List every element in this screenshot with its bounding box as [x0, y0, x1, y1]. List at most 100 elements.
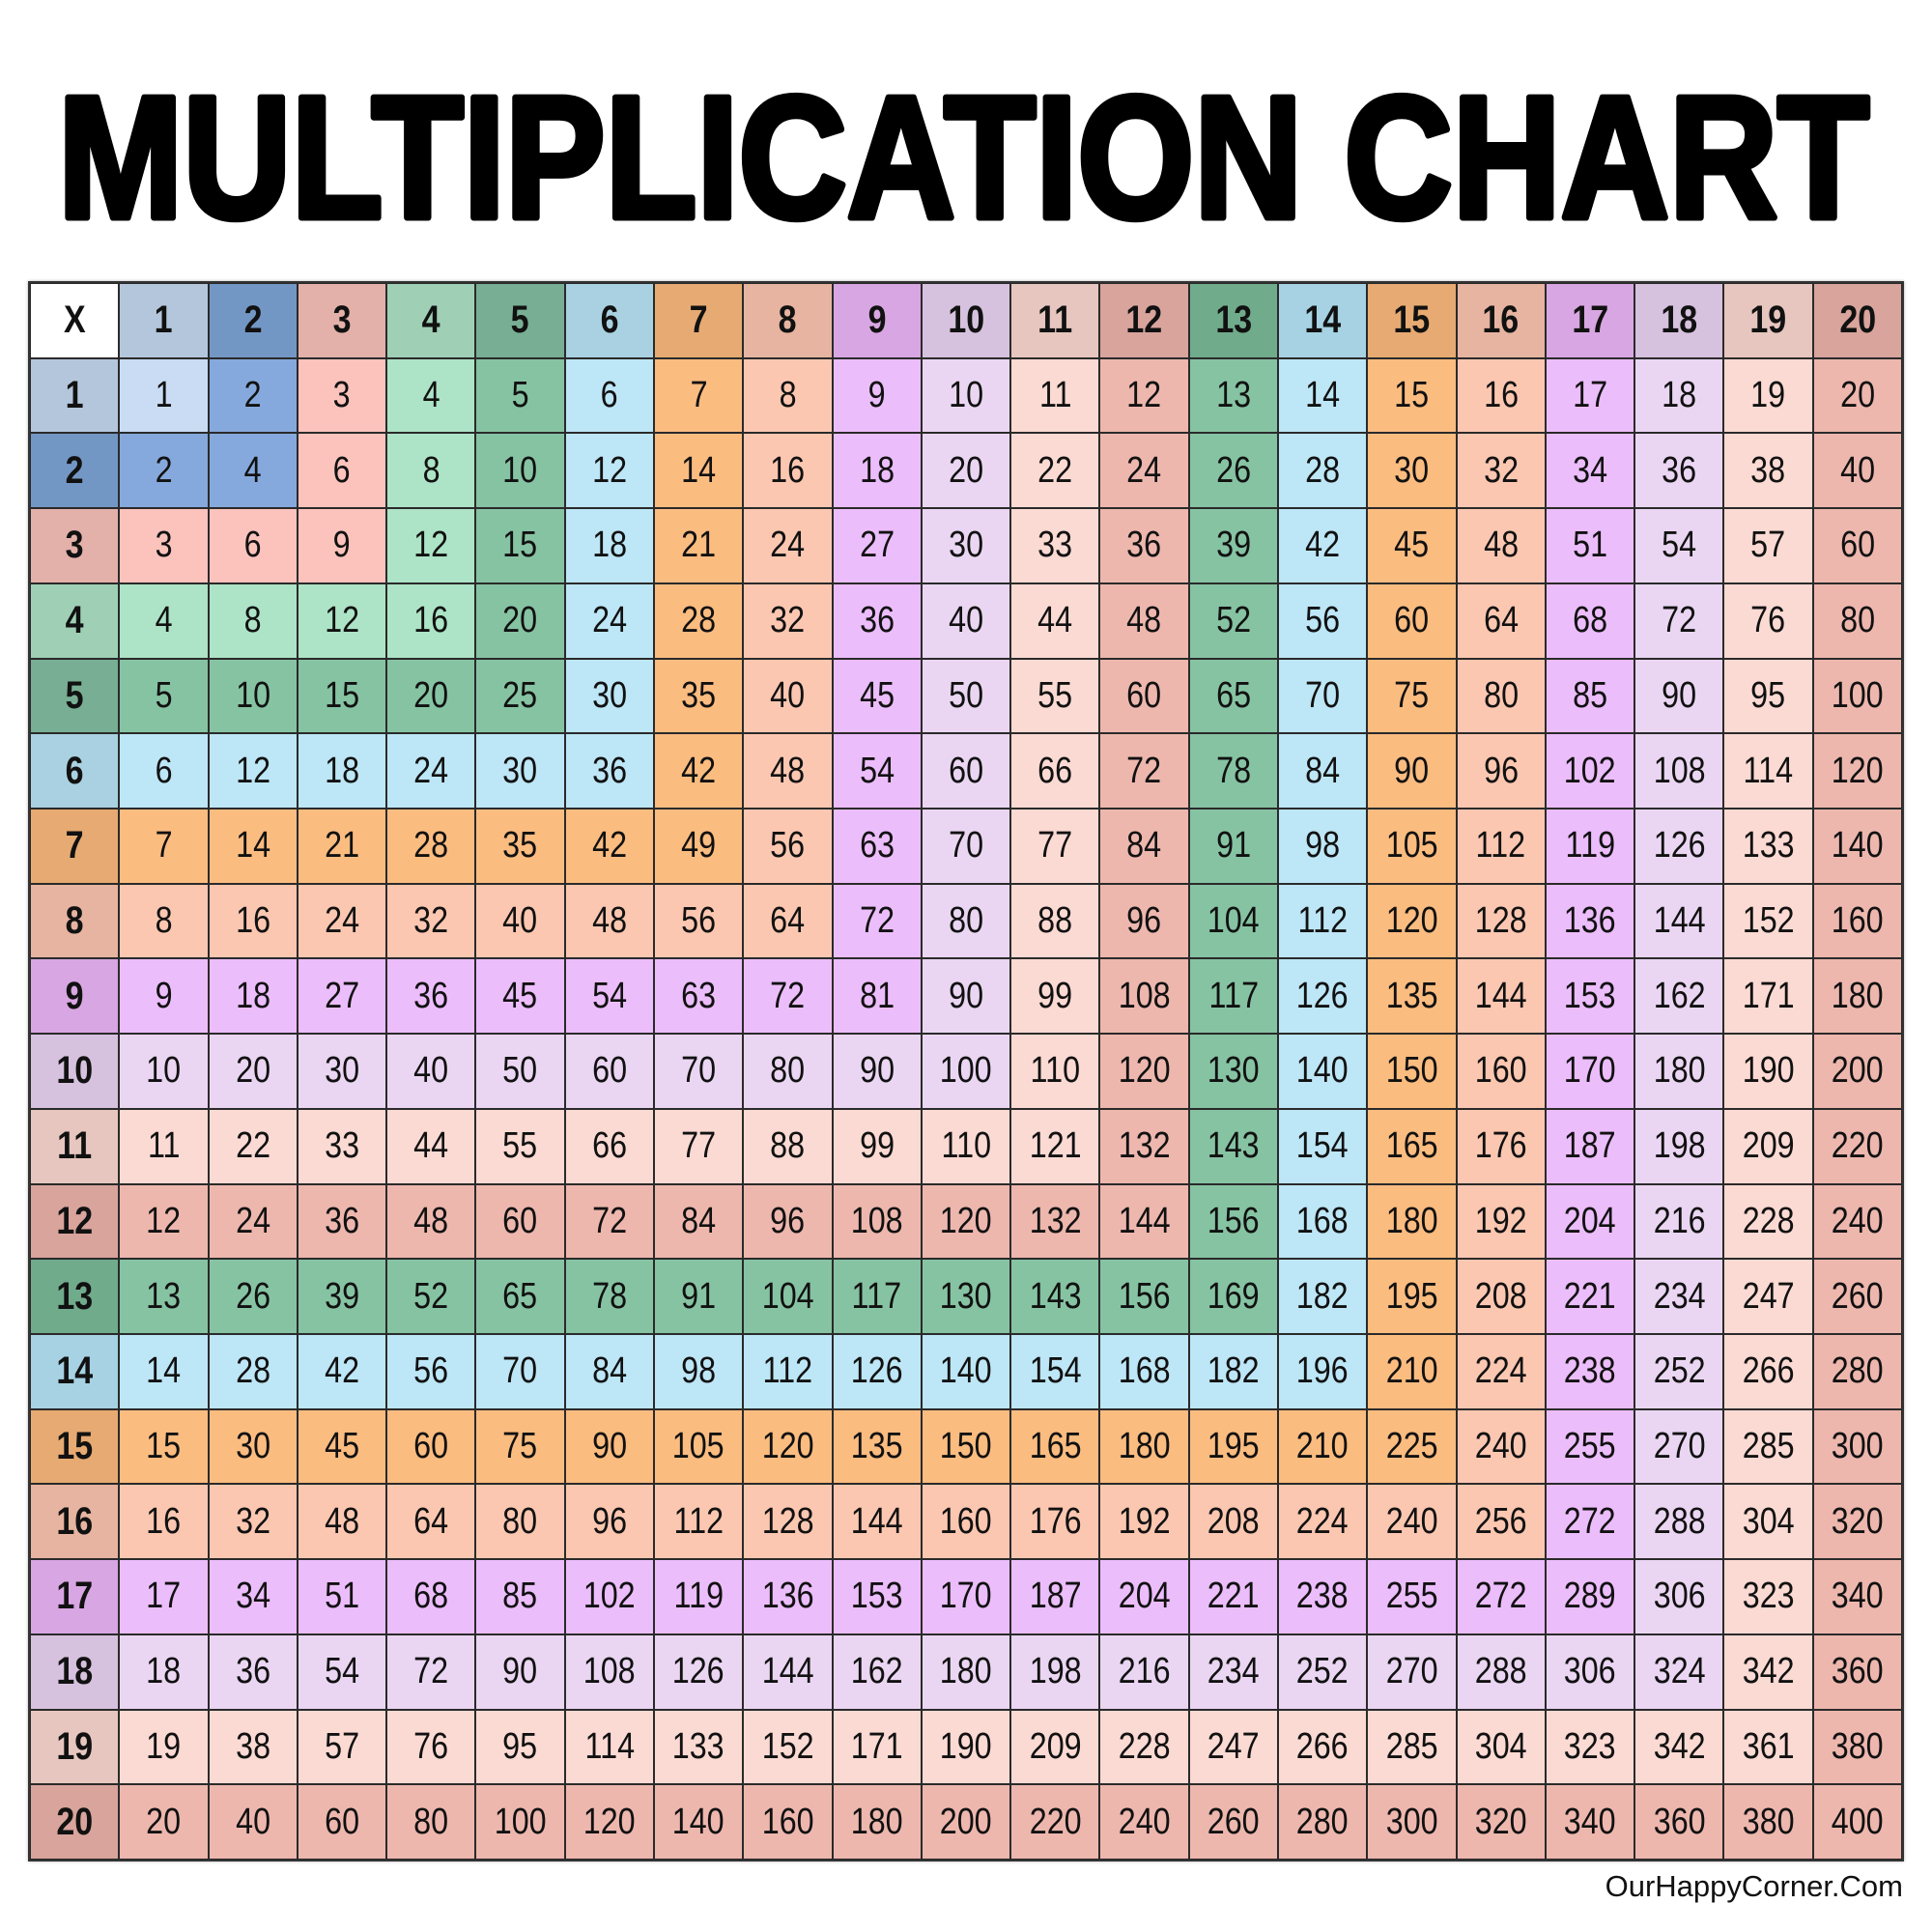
table-cell-text: 18 [1662, 375, 1697, 416]
table-cell-text: 60 [413, 1426, 449, 1467]
table-cell-text: 119 [1565, 825, 1615, 867]
table-cell: 168 [1277, 1183, 1368, 1260]
table-cell-text: 208 [1474, 1275, 1527, 1317]
table-cell-text: 18 [235, 975, 270, 1016]
table-cell: 140 [1277, 1034, 1368, 1109]
table-cell-text: 10 [235, 674, 270, 716]
table-cell-text: 210 [1296, 1426, 1350, 1467]
table-cell-text: 91 [681, 1275, 717, 1317]
table-cell: 30 [208, 1408, 298, 1485]
table-cell: 170 [921, 1559, 1011, 1634]
table-cell-text: 289 [1564, 1576, 1616, 1617]
table-cell-text: 36 [1126, 525, 1162, 566]
table-cell: 120 [921, 1183, 1011, 1260]
table-cell: 270 [1367, 1634, 1457, 1710]
table-cell: 187 [1545, 1108, 1635, 1184]
table-cell-text: 6 [333, 449, 351, 491]
table-cell: 144 [743, 1634, 833, 1710]
table-cell: 342 [1634, 1709, 1724, 1785]
table-cell-text: 27 [859, 525, 895, 566]
row-header-text: 20 [56, 1800, 94, 1843]
table-cell: 200 [1812, 1034, 1902, 1109]
table-cell: 304 [1456, 1709, 1546, 1785]
row-header-text: 1 [65, 374, 84, 417]
table-cell: 72 [1099, 733, 1189, 809]
table-cell: 208 [1188, 1484, 1278, 1560]
table-cell-text: 12 [235, 750, 270, 791]
table-cell-text: 70 [681, 1050, 717, 1092]
table-cell: 150 [921, 1408, 1011, 1485]
column-header-text: 1 [154, 298, 173, 342]
table-cell-text: 45 [502, 975, 538, 1016]
table-cell-text: 30 [591, 674, 627, 716]
table-cell: 196 [1277, 1334, 1368, 1409]
table-cell: 126 [653, 1634, 744, 1710]
row-header: 4 [30, 582, 120, 659]
table-cell-text: 52 [1215, 600, 1251, 641]
table-cell: 39 [297, 1259, 387, 1334]
table-cell-text: 56 [681, 900, 717, 942]
table-cell: 2 [119, 433, 209, 509]
table-cell: 24 [1099, 433, 1189, 509]
column-header: 17 [1545, 283, 1635, 358]
table-cell: 119 [1545, 809, 1635, 884]
table-cell: 44 [1010, 582, 1100, 659]
table-cell-text: 238 [1564, 1350, 1616, 1392]
table-cell: 20 [386, 658, 476, 734]
table-cell-text: 132 [1029, 1200, 1082, 1241]
table-cell: 240 [1456, 1408, 1546, 1485]
table-cell: 56 [653, 883, 744, 959]
table-cell-text: 168 [1118, 1350, 1171, 1392]
table-cell-text: 10 [502, 449, 538, 491]
column-header-text: 16 [1482, 298, 1520, 342]
table-cell: 400 [1812, 1784, 1902, 1860]
table-cell-text: 10 [146, 1050, 182, 1092]
table-cell: 54 [1634, 508, 1724, 583]
table-cell: 28 [1277, 433, 1368, 509]
column-header: 2 [208, 283, 298, 358]
table-cell: 238 [1277, 1559, 1368, 1634]
table-cell: 16 [208, 883, 298, 959]
table-cell-text: 20 [949, 449, 983, 491]
table-cell: 323 [1545, 1709, 1635, 1785]
column-header: 1 [119, 283, 209, 358]
table-cell: 180 [1634, 1034, 1724, 1109]
table-cell-text: 180 [940, 1651, 992, 1692]
row-header-text: 7 [65, 824, 84, 867]
table-cell: 289 [1545, 1559, 1635, 1634]
table-cell-text: 140 [1296, 1050, 1350, 1092]
table-cell: 36 [832, 582, 922, 659]
table-cell: 76 [1723, 582, 1813, 659]
table-cell-text: 140 [1831, 825, 1884, 867]
table-cell-text: 10 [949, 375, 983, 416]
table-cell: 1 [119, 357, 209, 434]
table-cell-text: 144 [1653, 900, 1706, 942]
table-cell: 136 [743, 1559, 833, 1634]
table-cell-text: 55 [502, 1125, 538, 1167]
table-cell: 240 [1812, 1183, 1902, 1260]
table-cell: 12 [297, 582, 387, 659]
table-cell: 209 [1723, 1108, 1813, 1184]
column-header: 15 [1367, 283, 1457, 358]
table-cell-text: 60 [949, 750, 983, 791]
table-cell-text: 16 [235, 900, 270, 942]
row-header: 12 [30, 1183, 120, 1260]
table-cell-text: 24 [1126, 449, 1162, 491]
table-cell-text: 180 [850, 1801, 903, 1842]
table-cell: 70 [1277, 658, 1368, 734]
table-cell-text: 285 [1742, 1426, 1795, 1467]
row-header: 3 [30, 508, 120, 583]
table-cell: 85 [475, 1559, 565, 1634]
table-cell: 160 [743, 1784, 833, 1860]
table-cell-text: 20 [146, 1801, 182, 1842]
column-header: 10 [921, 283, 1011, 358]
table-cell-text: 48 [1483, 525, 1519, 566]
table-cell: 140 [921, 1334, 1011, 1409]
table-cell: 210 [1367, 1334, 1457, 1409]
table-cell-text: 135 [1385, 975, 1438, 1016]
row-header: 5 [30, 658, 120, 734]
column-header-text: 10 [948, 298, 984, 342]
table-cell-text: 119 [673, 1576, 724, 1617]
table-cell-text: 165 [1385, 1125, 1438, 1167]
table-cell: 15 [1367, 357, 1457, 434]
